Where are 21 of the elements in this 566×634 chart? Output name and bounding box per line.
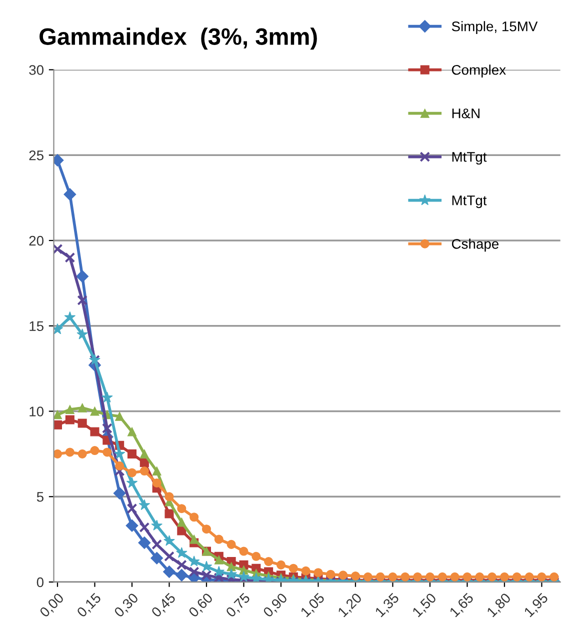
legend-label: MtTgt: [452, 196, 487, 208]
y-tick-label: 30: [29, 65, 44, 75]
y-tick-label: 5: [36, 492, 44, 502]
legend-label: MtTgt: [452, 152, 487, 165]
y-tick-label: 0: [36, 577, 44, 588]
x-tick-label: 0,75: [225, 592, 252, 619]
y-tick-label: 25: [29, 150, 44, 160]
legend-label: Complex: [452, 64, 506, 78]
x-tick-label: 0,30: [114, 592, 140, 619]
chart-title: Gammaindex (3%, 3mm): [40, 28, 317, 50]
y-tick-label: 20: [29, 236, 44, 246]
x-tick-label: 0,00: [39, 592, 66, 619]
y-tick-label: 10: [30, 406, 44, 416]
legend-label: Cshape: [452, 238, 499, 252]
legend-label: H&N: [452, 108, 480, 118]
y-tick-label: 15: [30, 321, 44, 332]
x-tick-label: 0,15: [76, 592, 103, 619]
x-tick-label: 0,60: [188, 592, 214, 619]
x-tick-label: 0,45: [150, 592, 178, 619]
x-tick-label: 0,90: [262, 592, 289, 619]
legend-label: Simple, 15MV: [452, 21, 538, 34]
